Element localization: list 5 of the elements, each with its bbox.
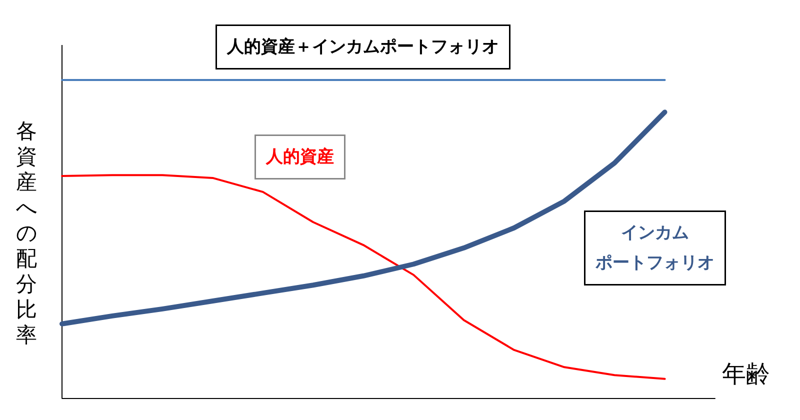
text: 各資産への配分比率 bbox=[16, 118, 38, 347]
series-label: 人的資産＋インカムポートフォリオ bbox=[226, 37, 499, 57]
text: インカムポートフォリオ bbox=[594, 223, 714, 273]
series-label: 人的資産 bbox=[265, 147, 334, 167]
x-axis-title: 年齢 bbox=[722, 360, 770, 388]
